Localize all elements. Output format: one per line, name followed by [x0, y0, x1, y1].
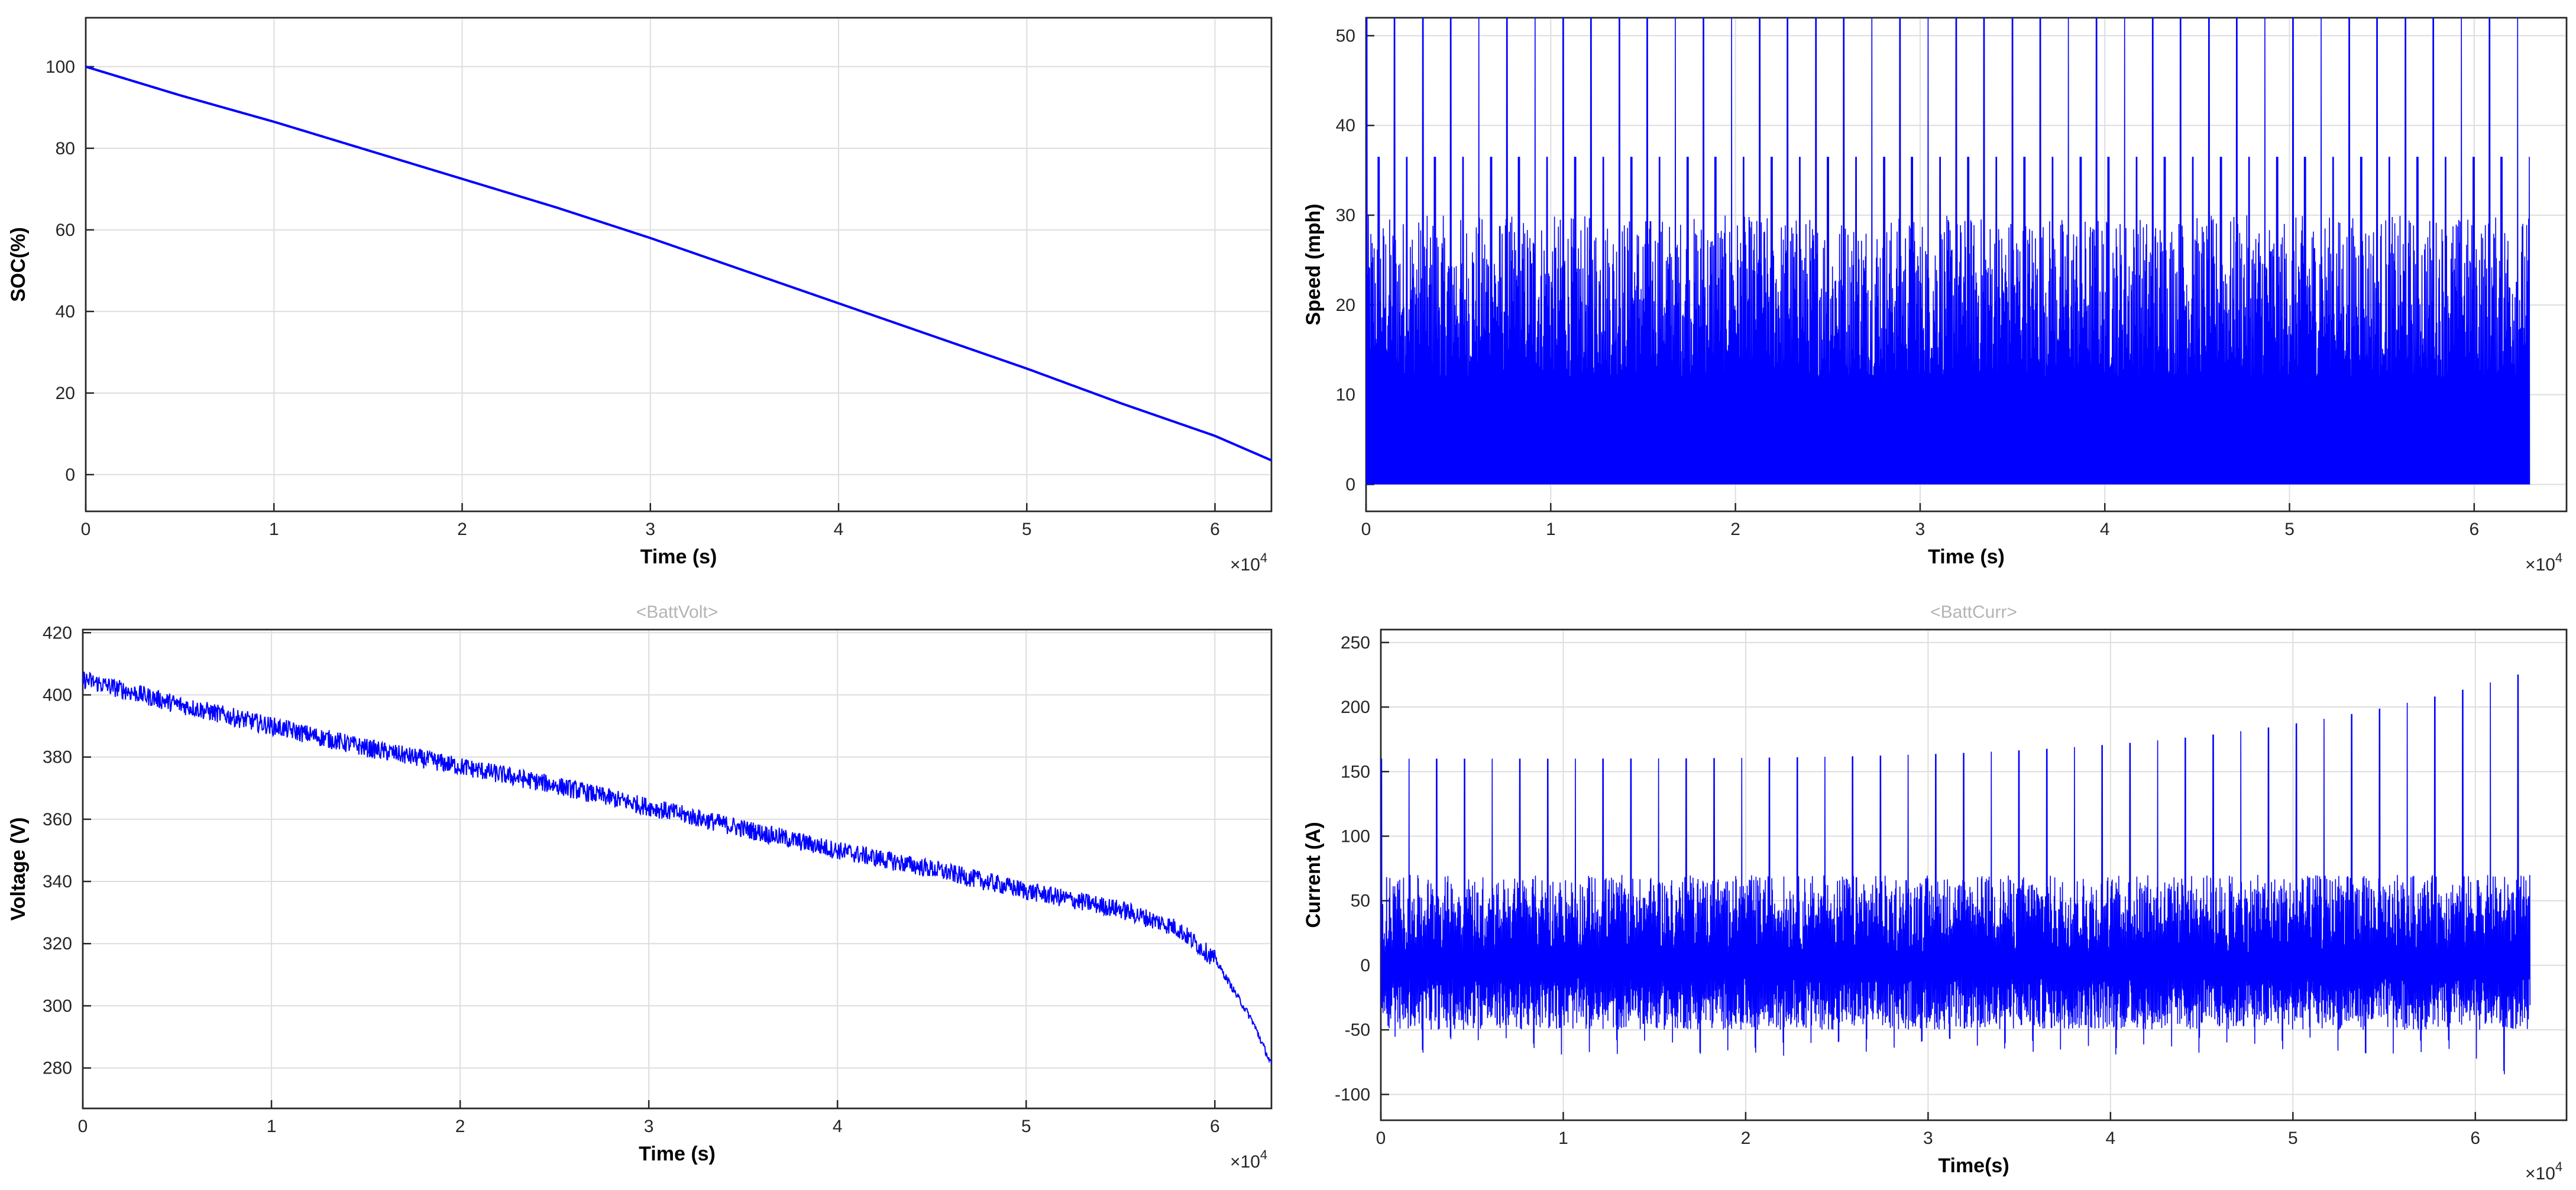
panel-batt-volt: 0 1 2 3 4 5 6 280 300 320 340 360 380 400 420 Time (s) V… [7, 602, 1273, 1172]
y-tick-label: 20 [1336, 296, 1355, 315]
y-tick-label: 340 [43, 872, 72, 891]
plot-area [85, 17, 1273, 513]
x-axis-exponent: ×104 [2525, 1159, 2562, 1183]
y-tick-label: 150 [1341, 762, 1370, 782]
x-tick-label: 2 [1741, 1129, 1751, 1148]
x-tick-label: 4 [2100, 520, 2110, 539]
y-axis-label: Current (A) [1302, 822, 1325, 928]
y-tick-label: 60 [56, 221, 75, 240]
x-tick-label: 6 [1210, 520, 1220, 539]
x-tick-label: 4 [834, 520, 844, 539]
plot-area [1380, 628, 2568, 1121]
y-tick-label: 50 [1351, 891, 1370, 911]
x-axis-exponent: ×104 [1230, 1147, 1267, 1172]
x-tick-label: 4 [833, 1117, 843, 1136]
x-axis-exponent: ×104 [2525, 550, 2562, 575]
x-tick-label: 5 [1022, 520, 1032, 539]
plot-border [82, 628, 1273, 1110]
speed-series-line [1366, 18, 2530, 485]
x-tick-label: 5 [2284, 520, 2295, 539]
x-tick-label: 2 [457, 520, 467, 539]
x-axis-exponent-power: 4 [2555, 1159, 2562, 1174]
x-axis-exponent-power: 4 [2555, 550, 2562, 565]
x-tick-label: 6 [2470, 520, 2480, 539]
x-tick-label: 3 [1923, 1129, 1933, 1148]
panel-title: <BattCurr> [1930, 602, 2017, 622]
data-layer [83, 671, 1271, 1065]
x-tick-label: 1 [269, 520, 279, 539]
y-tick-label: 400 [43, 685, 72, 705]
y-tick-label: 280 [43, 1059, 72, 1078]
y-tick-label: 40 [56, 302, 75, 322]
panel-speed: 0 1 2 3 4 5 6 0 10 20 30 40 50 Time (s) Speed (mph) ×10… [1302, 17, 2568, 575]
y-axis-label: Speed (mph) [1302, 204, 1325, 326]
x-axis-exponent: ×104 [1230, 550, 1267, 575]
y-tick-label: 100 [1341, 826, 1370, 846]
y-tick-label: 0 [1360, 956, 1370, 975]
x-tick-label: 1 [1546, 520, 1556, 539]
voltage-series-line [83, 671, 1271, 1065]
x-tick-label: 0 [1376, 1129, 1386, 1148]
x-tick-label: 1 [267, 1117, 277, 1136]
x-tick-label: 0 [1361, 520, 1371, 539]
y-tick-label: 300 [43, 996, 72, 1016]
y-tick-label: -50 [1345, 1020, 1370, 1040]
x-tick-label: 0 [81, 520, 91, 539]
y-tick-label: 250 [1341, 633, 1370, 653]
x-axis-exponent-power: 4 [1260, 1147, 1267, 1162]
x-tick-label: 6 [2470, 1129, 2480, 1148]
y-tick-label: 200 [1341, 698, 1370, 717]
data-layer [86, 65, 1271, 462]
y-tick-label: 320 [43, 934, 72, 954]
x-tick-label: 1 [1558, 1129, 1568, 1148]
panel-batt-curr: 0 1 2 3 4 5 6 -100 -50 0 50 100 150 200 250 Time(s) Curr… [1302, 602, 2568, 1183]
y-tick-label: 40 [1336, 116, 1355, 135]
x-tick-label: 3 [644, 1117, 654, 1136]
y-tick-label: 20 [56, 384, 75, 403]
y-tick-label: -100 [1335, 1085, 1370, 1104]
x-tick-label: 0 [78, 1117, 88, 1136]
y-tick-label: 360 [43, 810, 72, 829]
soc-series-line [86, 65, 1271, 462]
x-tick-label: 2 [1730, 520, 1740, 539]
x-axis-exponent-power: 4 [1260, 550, 1267, 565]
x-axis-label: Time(s) [1938, 1155, 2009, 1177]
y-tick-label: 10 [1336, 385, 1355, 405]
y-tick-label: 420 [43, 623, 72, 643]
y-tick-label: 100 [46, 57, 75, 77]
data-layer [1381, 674, 2531, 1075]
panel-title: <BattVolt> [636, 602, 718, 622]
y-tick-label: 0 [1345, 475, 1355, 494]
x-axis-label: Time (s) [1928, 546, 2005, 568]
x-tick-label: 6 [1210, 1117, 1220, 1136]
x-tick-label: 5 [1021, 1117, 1031, 1136]
y-axis-label: SOC(%) [7, 227, 30, 302]
x-tick-label: 3 [1915, 520, 1925, 539]
data-layer [1366, 18, 2530, 485]
y-tick-label: 50 [1336, 26, 1355, 46]
y-tick-label: 380 [43, 748, 72, 767]
x-axis-label: Time (s) [639, 1143, 716, 1165]
y-tick-label: 0 [65, 465, 75, 485]
y-tick-label: 80 [56, 139, 75, 158]
current-series-line [1381, 674, 2531, 1075]
plot-area [82, 628, 1273, 1110]
x-axis-label: Time (s) [640, 546, 717, 568]
y-axis-label: Voltage (V) [7, 817, 30, 920]
x-tick-label: 5 [2288, 1129, 2298, 1148]
plot-border [85, 17, 1273, 513]
x-tick-label: 2 [455, 1117, 465, 1136]
y-tick-label: 30 [1336, 206, 1355, 225]
x-tick-label: 3 [645, 520, 655, 539]
x-tick-label: 4 [2106, 1129, 2116, 1148]
